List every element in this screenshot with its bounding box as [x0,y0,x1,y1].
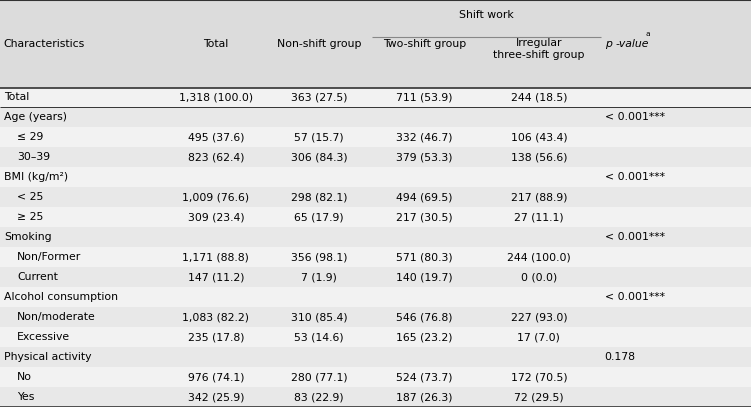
Text: Alcohol consumption: Alcohol consumption [4,292,118,302]
Text: < 0.001***: < 0.001*** [605,232,665,242]
Text: 0.178: 0.178 [605,352,635,362]
Bar [0,367,751,387]
Text: Age (years): Age (years) [4,112,67,123]
Text: 823 (62.4): 823 (62.4) [188,152,244,162]
Bar [0,227,751,247]
Text: 53 (14.6): 53 (14.6) [294,332,344,342]
Text: 342 (25.9): 342 (25.9) [188,392,244,402]
Text: 235 (17.8): 235 (17.8) [188,332,244,342]
Text: 244 (100.0): 244 (100.0) [507,252,571,262]
Text: Irregular
three-shift group: Irregular three-shift group [493,38,584,59]
Text: 147 (11.2): 147 (11.2) [188,272,244,282]
Bar [0,287,751,307]
Text: 310 (85.4): 310 (85.4) [291,312,348,322]
Text: 72 (29.5): 72 (29.5) [514,392,564,402]
Text: < 25: < 25 [17,193,44,202]
Text: a: a [646,31,650,37]
Bar [0,167,751,187]
Text: 244 (18.5): 244 (18.5) [511,92,567,103]
Text: Non-shift group: Non-shift group [277,39,361,49]
Text: 57 (15.7): 57 (15.7) [294,132,344,142]
Bar [0,0,751,88]
Text: Non/Former: Non/Former [17,252,82,262]
Bar [0,207,751,227]
Text: Smoking: Smoking [4,232,51,242]
Bar [0,267,751,287]
Text: 1,009 (76.6): 1,009 (76.6) [182,193,249,202]
Text: 187 (26.3): 187 (26.3) [396,392,453,402]
Text: 83 (22.9): 83 (22.9) [294,392,344,402]
Text: 306 (84.3): 306 (84.3) [291,152,348,162]
Text: Characteristics: Characteristics [4,39,85,49]
Text: 1,171 (88.8): 1,171 (88.8) [182,252,249,262]
Text: 165 (23.2): 165 (23.2) [396,332,453,342]
Text: 379 (53.3): 379 (53.3) [396,152,453,162]
Bar [0,387,751,407]
Text: < 0.001***: < 0.001*** [605,112,665,123]
Bar [0,127,751,147]
Text: 138 (56.6): 138 (56.6) [511,152,567,162]
Text: BMI (kg/m²): BMI (kg/m²) [4,172,68,182]
Bar [0,187,751,207]
Text: 571 (80.3): 571 (80.3) [396,252,453,262]
Text: ≥ 25: ≥ 25 [17,212,44,222]
Text: 1,318 (100.0): 1,318 (100.0) [179,92,253,103]
Bar [0,307,751,327]
Text: Excessive: Excessive [17,332,71,342]
Text: Two-shift group: Two-shift group [383,39,466,49]
Text: 309 (23.4): 309 (23.4) [188,212,244,222]
Text: -value: -value [615,39,649,49]
Bar [0,247,751,267]
Text: < 0.001***: < 0.001*** [605,172,665,182]
Text: 332 (46.7): 332 (46.7) [396,132,453,142]
Text: Non/moderate: Non/moderate [17,312,96,322]
Text: 356 (98.1): 356 (98.1) [291,252,348,262]
Bar [0,147,751,167]
Text: ≤ 29: ≤ 29 [17,132,44,142]
Text: 217 (30.5): 217 (30.5) [396,212,453,222]
Text: 7 (1.9): 7 (1.9) [301,272,337,282]
Text: 27 (11.1): 27 (11.1) [514,212,564,222]
Text: No: No [17,372,32,382]
Text: 217 (88.9): 217 (88.9) [511,193,567,202]
Text: 0 (0.0): 0 (0.0) [520,272,557,282]
Bar [0,327,751,347]
Text: 298 (82.1): 298 (82.1) [291,193,348,202]
Text: 976 (74.1): 976 (74.1) [188,372,244,382]
Text: 524 (73.7): 524 (73.7) [396,372,453,382]
Text: Physical activity: Physical activity [4,352,92,362]
Text: 280 (77.1): 280 (77.1) [291,372,348,382]
Text: 1,083 (82.2): 1,083 (82.2) [182,312,249,322]
Text: < 0.001***: < 0.001*** [605,292,665,302]
Text: 17 (7.0): 17 (7.0) [517,332,560,342]
Text: p: p [605,39,611,49]
Text: Shift work: Shift work [459,10,514,20]
Text: Total: Total [204,39,228,49]
Text: 494 (69.5): 494 (69.5) [396,193,453,202]
Text: Current: Current [17,272,58,282]
Text: 363 (27.5): 363 (27.5) [291,92,348,103]
Text: 711 (53.9): 711 (53.9) [396,92,453,103]
Text: 140 (19.7): 140 (19.7) [396,272,453,282]
Bar [0,88,751,107]
Text: Yes: Yes [17,392,35,402]
Text: 30–39: 30–39 [17,152,50,162]
Bar [0,347,751,367]
Text: 65 (17.9): 65 (17.9) [294,212,344,222]
Text: 172 (70.5): 172 (70.5) [511,372,567,382]
Text: Total: Total [4,92,29,103]
Bar [0,107,751,127]
Text: 106 (43.4): 106 (43.4) [511,132,567,142]
Text: 546 (76.8): 546 (76.8) [396,312,453,322]
Text: 495 (37.6): 495 (37.6) [188,132,244,142]
Text: 227 (93.0): 227 (93.0) [511,312,567,322]
